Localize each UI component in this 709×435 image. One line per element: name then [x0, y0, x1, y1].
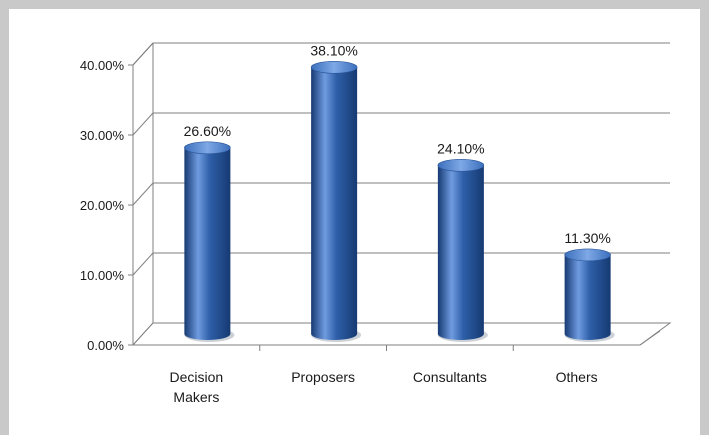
gridline-side — [132, 112, 154, 136]
x-category-label-line: Proposers — [291, 369, 355, 385]
y-tick-label: 10.00% — [80, 268, 125, 283]
data-label: 24.10% — [437, 140, 484, 156]
bar-body — [311, 67, 358, 341]
bar-body — [564, 254, 611, 340]
x-category-label: Proposers — [291, 369, 355, 385]
x-category-label: Others — [556, 369, 598, 385]
x-category-label-line: Others — [556, 369, 598, 385]
x-category-label-line: Consultants — [413, 369, 487, 385]
y-tick-label: 20.00% — [80, 198, 125, 213]
gridline-side — [132, 182, 154, 206]
gridline-side — [132, 252, 154, 276]
bar-top — [437, 159, 485, 172]
bar-body — [184, 147, 231, 340]
y-tick-label: 40.00% — [80, 58, 125, 73]
bar-body — [437, 165, 484, 340]
bar-top — [564, 248, 611, 262]
data-label: 11.30% — [564, 230, 610, 246]
bar — [184, 141, 235, 342]
x-category-label: Consultants — [413, 369, 487, 385]
bar — [310, 61, 362, 342]
bar — [564, 248, 615, 342]
bar-top — [310, 61, 358, 74]
x-category-label-line: Makers — [173, 389, 219, 405]
y-tick-label: 0.00% — [87, 338, 124, 353]
x-category-label: Decision Makers — [170, 369, 224, 405]
bar-top — [184, 141, 231, 155]
x-category-label-line: Decision — [170, 369, 224, 385]
gridline-side — [132, 42, 154, 66]
floor-edge — [639, 330, 661, 346]
y-tick-label: 30.00% — [80, 128, 125, 143]
bar — [437, 159, 488, 342]
data-label: 38.10% — [310, 42, 357, 58]
data-label: 26.60% — [184, 123, 231, 139]
